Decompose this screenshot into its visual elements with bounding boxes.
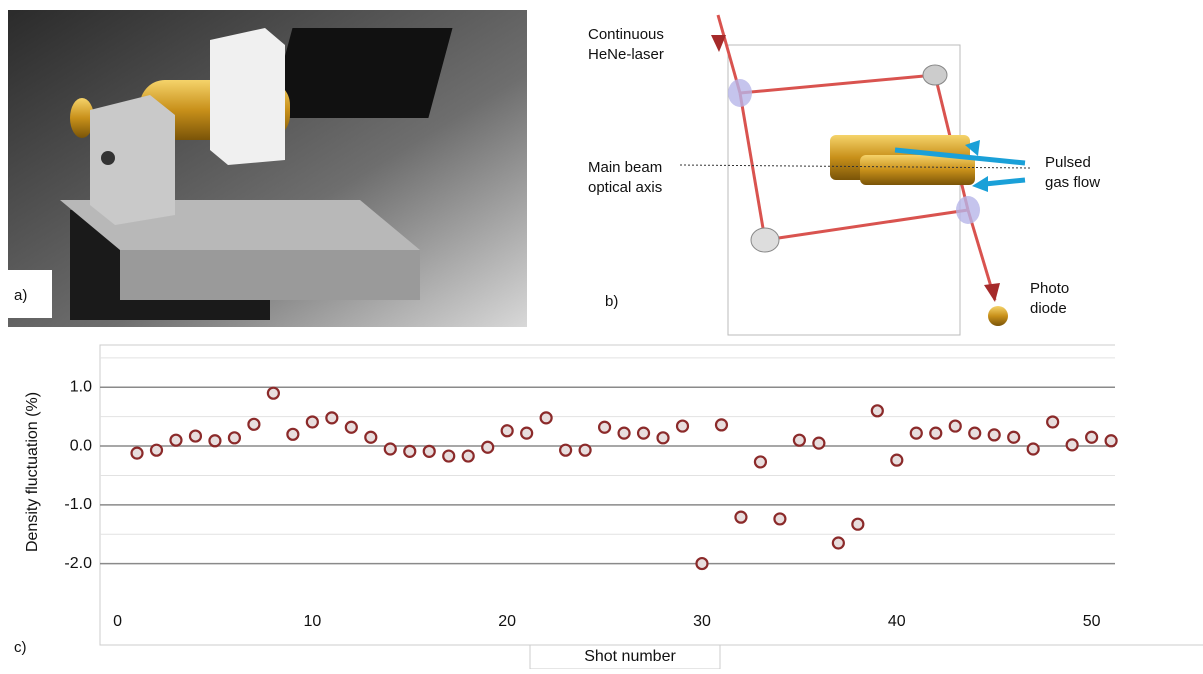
point (755, 456, 766, 467)
point (560, 445, 571, 456)
point (346, 422, 357, 433)
point (190, 431, 201, 442)
figure: a) b) c) Shot number Density fluctuation (0, 0, 1203, 669)
x-tick-label: 10 (303, 613, 321, 630)
point (969, 428, 980, 439)
point (170, 435, 181, 446)
point (1067, 439, 1078, 450)
panel-label: c) (14, 639, 27, 656)
x-axis-label: Shot number (584, 648, 676, 665)
y-axis-label: Density fluctuation (%) (24, 392, 41, 552)
point (891, 455, 902, 466)
point (151, 445, 162, 456)
diagram-label: gas flow (1045, 174, 1100, 191)
point (658, 432, 669, 443)
x-tick-label: 30 (693, 613, 711, 630)
point (132, 448, 143, 459)
point (209, 435, 220, 446)
point (1028, 443, 1039, 454)
axis-frame (100, 620, 1203, 645)
point (1106, 435, 1117, 446)
point (443, 451, 454, 462)
point (1008, 432, 1019, 443)
point (833, 538, 844, 549)
y-tick-label: -2.0 (64, 555, 92, 572)
point (638, 428, 649, 439)
point (774, 513, 785, 524)
point (404, 446, 415, 457)
point (502, 425, 513, 436)
point (619, 428, 630, 439)
point (677, 421, 688, 432)
point (365, 432, 376, 443)
diagram (680, 15, 1030, 335)
point (287, 429, 298, 440)
point (326, 412, 337, 423)
point (521, 428, 532, 439)
point (1086, 432, 1097, 443)
point (268, 388, 279, 399)
point (482, 442, 493, 453)
point (716, 419, 727, 430)
point (989, 429, 1000, 440)
point (852, 519, 863, 530)
y-tick-label: 1.0 (70, 379, 92, 396)
photo (8, 10, 527, 327)
diagram-label: HeNe-laser (588, 46, 664, 63)
diagram-label: Photo (1030, 280, 1069, 297)
point (794, 435, 805, 446)
point (872, 405, 883, 416)
point (463, 451, 474, 462)
point (580, 445, 591, 456)
point (599, 422, 610, 433)
point (424, 446, 435, 457)
point (813, 438, 824, 449)
x-tick-label: 0 (113, 613, 122, 630)
point (541, 412, 552, 423)
point (911, 428, 922, 439)
plot-frame (100, 345, 1115, 620)
x-tick-label: 20 (498, 613, 516, 630)
point (248, 419, 259, 430)
point (229, 432, 240, 443)
x-tick-label: 40 (888, 613, 906, 630)
y-tick-label: 0.0 (70, 437, 92, 454)
point (930, 428, 941, 439)
diagram-label: diode (1030, 300, 1067, 317)
point (735, 512, 746, 523)
point (385, 443, 396, 454)
y-tick-label: -1.0 (64, 496, 92, 513)
panel-label: a) (14, 287, 27, 304)
diagram-label: optical axis (588, 179, 662, 196)
diagram-label: Pulsed (1045, 154, 1091, 171)
point (1047, 416, 1058, 427)
point (950, 421, 961, 432)
diagram-label: Main beam (588, 159, 662, 176)
panel-label: b) (605, 293, 618, 310)
point (696, 558, 707, 569)
diagram-label: Continuous (588, 26, 664, 43)
x-tick-label: 50 (1083, 613, 1101, 630)
point (307, 416, 318, 427)
